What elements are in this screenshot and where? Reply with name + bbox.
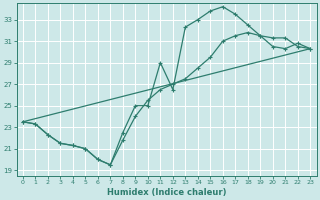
X-axis label: Humidex (Indice chaleur): Humidex (Indice chaleur) bbox=[107, 188, 226, 197]
